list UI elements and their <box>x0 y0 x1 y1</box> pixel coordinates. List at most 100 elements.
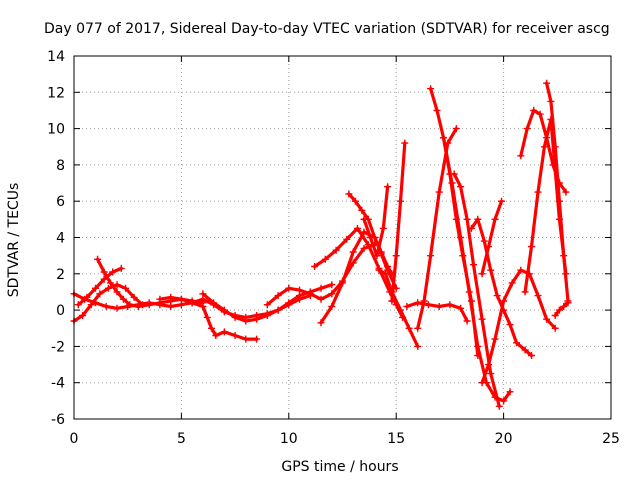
data-point <box>467 224 475 232</box>
data-point <box>523 125 531 133</box>
data-point <box>427 252 435 260</box>
series-trace <box>480 199 504 276</box>
data-point <box>528 243 535 251</box>
data-series <box>360 183 392 260</box>
data-point <box>130 293 138 301</box>
data-point <box>480 237 488 245</box>
data-point <box>500 397 508 405</box>
data-point <box>560 303 568 310</box>
data-point <box>433 106 441 114</box>
data-point <box>536 110 544 118</box>
data-point <box>470 261 477 269</box>
x-tick-label: 10 <box>280 431 298 447</box>
data-point <box>306 290 314 298</box>
data-point <box>491 335 499 343</box>
series-trace <box>347 192 398 290</box>
series-trace <box>405 301 469 323</box>
data-series <box>521 116 570 296</box>
data-series <box>156 293 261 343</box>
data-point <box>212 332 220 339</box>
data-point <box>403 303 411 310</box>
axis-ticks: 0 5 10 15 20 25 -6 -4 -2 0 2 4 6 8 10 12 14 <box>47 49 620 447</box>
data-point <box>384 266 392 274</box>
data-point <box>540 143 548 151</box>
data-point <box>311 263 319 270</box>
data-point <box>87 301 95 309</box>
y-tick-label: 12 <box>47 85 65 101</box>
x-tick-label: 25 <box>602 431 620 447</box>
data-point <box>440 134 447 142</box>
data-point <box>220 306 228 314</box>
data-point <box>263 301 271 309</box>
data-point <box>493 292 501 300</box>
data-point <box>478 270 486 278</box>
y-tick-label: -4 <box>51 376 65 392</box>
data-point <box>117 264 125 272</box>
data-point <box>203 313 211 321</box>
data-point <box>463 317 471 325</box>
data-point <box>188 299 196 307</box>
data-point <box>94 255 102 263</box>
data-point <box>414 342 422 350</box>
chart-title: Day 077 of 2017, Sidereal Day-to-day VTE… <box>44 21 610 37</box>
data-point <box>543 79 551 87</box>
data-point <box>414 299 422 307</box>
data-point <box>375 266 383 274</box>
data-point <box>474 342 482 350</box>
data-point <box>506 388 514 396</box>
series-trace <box>553 301 570 318</box>
data-point <box>358 206 366 214</box>
data-point <box>263 312 271 319</box>
data-point <box>96 290 104 298</box>
data-point <box>498 197 505 205</box>
x-axis-label: GPS time / hours <box>281 459 398 475</box>
data-point <box>463 215 471 223</box>
data-series <box>403 299 471 325</box>
data-point <box>177 295 185 303</box>
data-point <box>373 252 381 260</box>
data-point <box>360 215 368 223</box>
data-point <box>113 281 121 289</box>
data-point <box>74 301 82 309</box>
data-point <box>495 402 503 410</box>
data-point <box>113 288 121 296</box>
y-tick-label: 14 <box>47 49 65 65</box>
data-point <box>134 303 142 310</box>
data-point <box>253 335 261 343</box>
data-point <box>562 188 570 196</box>
data-point <box>210 299 218 307</box>
data-point <box>242 335 250 343</box>
y-tick-label: -6 <box>51 412 65 428</box>
data-point <box>285 284 293 292</box>
data-point <box>446 301 454 309</box>
data-point <box>448 179 456 187</box>
data-point <box>339 279 346 287</box>
data-point <box>366 234 374 241</box>
data-point <box>382 270 389 278</box>
data-point <box>220 328 228 336</box>
data-point <box>296 286 303 294</box>
data-point <box>83 293 91 301</box>
data-point <box>397 306 404 314</box>
data-point <box>555 197 563 205</box>
data-series <box>414 125 460 332</box>
data-point <box>328 281 336 289</box>
x-tick-label: 0 <box>70 431 79 447</box>
data-point <box>328 303 336 310</box>
x-tick-label: 20 <box>495 431 513 447</box>
data-point <box>551 312 559 319</box>
gridlines <box>74 56 611 419</box>
data-series <box>74 264 125 309</box>
data-series <box>551 299 572 319</box>
x-tick-label: 15 <box>387 431 405 447</box>
data-point <box>534 188 542 196</box>
series-trace <box>545 81 570 303</box>
data-point <box>208 324 215 332</box>
series-trace <box>469 217 534 358</box>
data-point <box>521 346 529 354</box>
data-point <box>126 301 134 309</box>
y-tick-label: 10 <box>47 122 65 138</box>
data-point <box>435 303 443 310</box>
series-trace <box>416 127 458 330</box>
y-tick-label: 6 <box>56 194 65 210</box>
